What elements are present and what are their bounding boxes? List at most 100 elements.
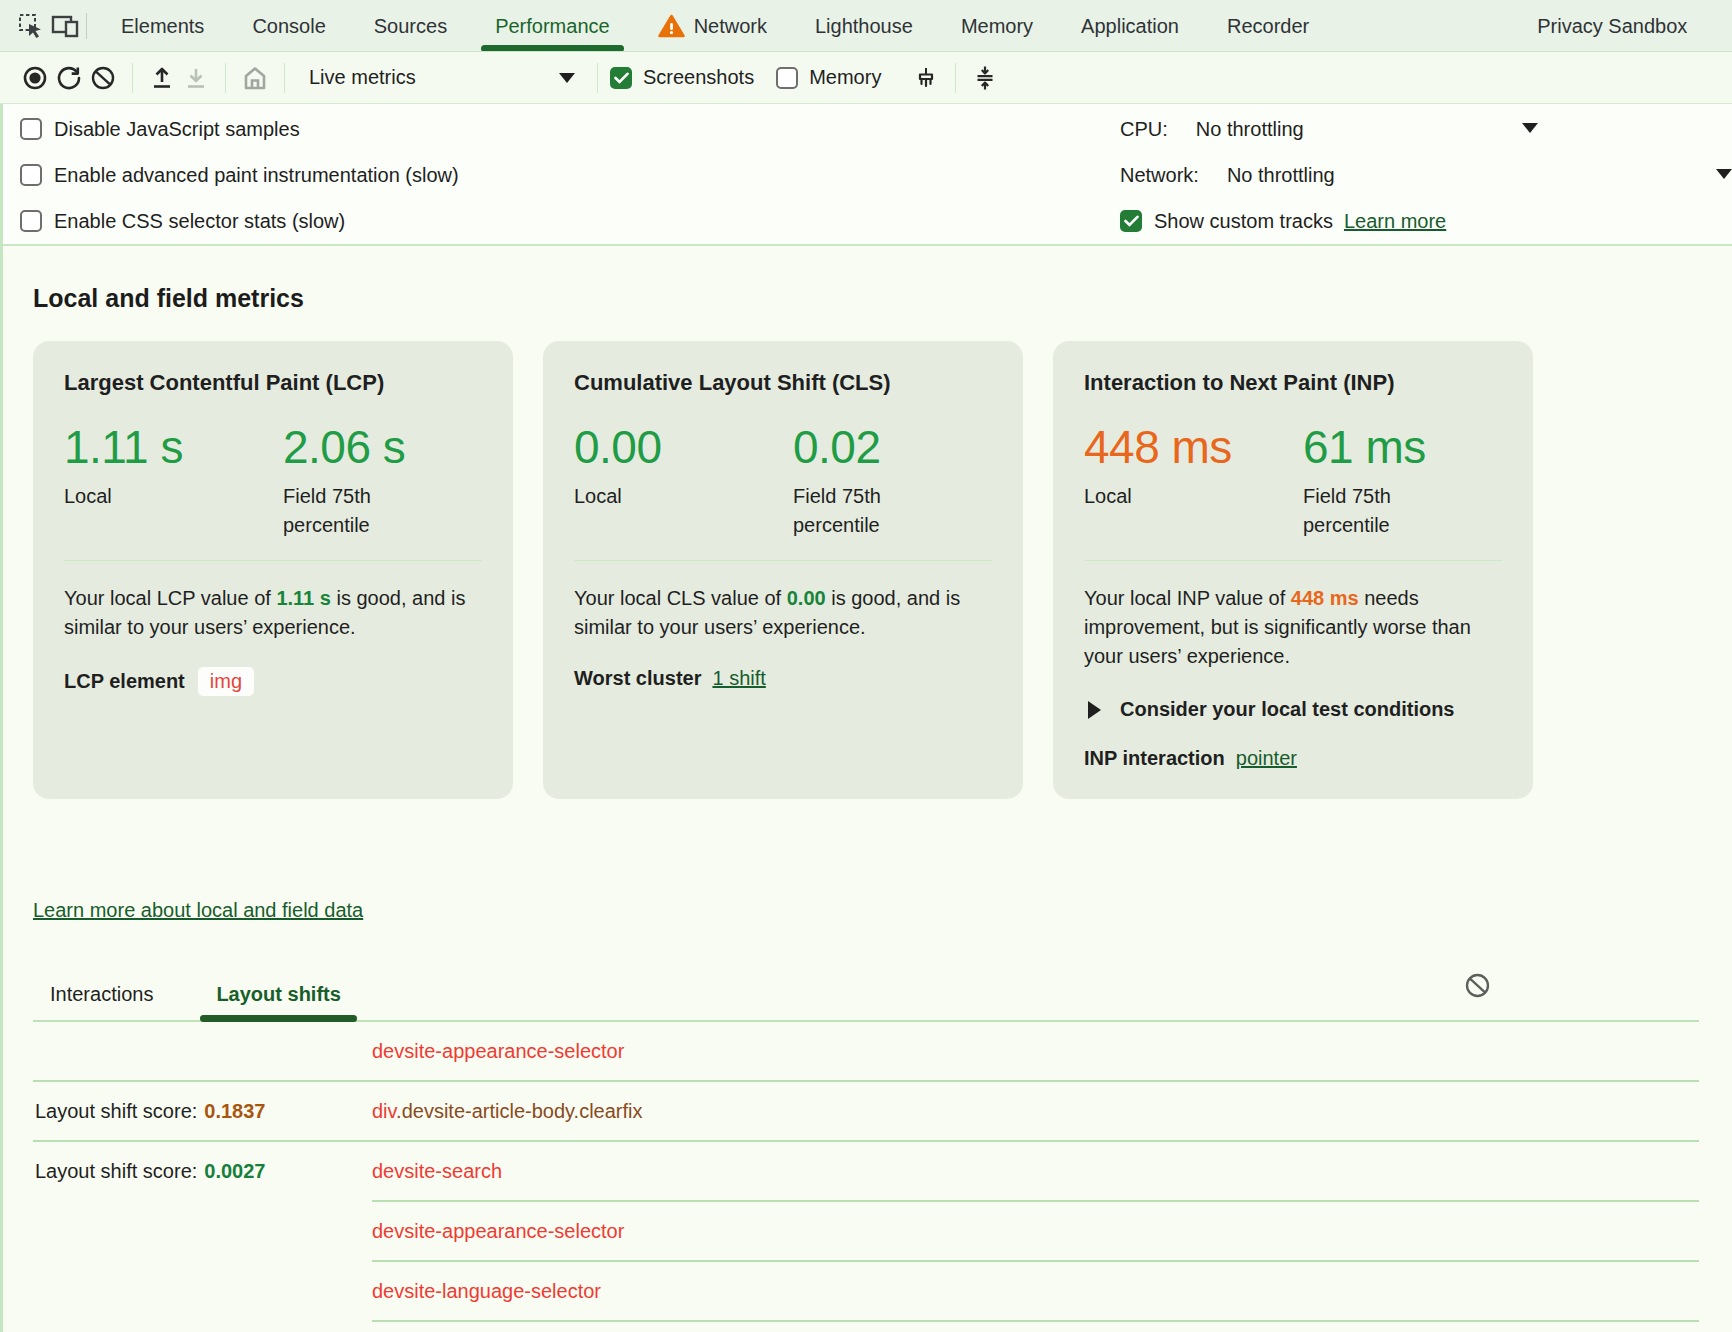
tab-label: Network [694,0,767,52]
score-label: Layout shift score: [35,1160,197,1182]
shifted-node-link[interactable]: devsite-language-selector [372,1280,601,1302]
shift-score-cell: Layout shift score:0.1837 [33,1100,372,1123]
inp-interaction-link[interactable]: pointer [1236,747,1297,770]
layout-shift-row[interactable]: devsite-language-selector [33,1262,1699,1320]
collapse-panel-icon[interactable] [968,61,1002,95]
record-icon[interactable] [18,61,52,95]
lcp-local-value: 1.11 s [64,421,283,473]
field-label: Field 75th percentile [793,482,928,540]
lcp-description: Your local LCP value of 1.11 s is good, … [64,584,482,642]
devtools-tabbar: Elements Console Sources Performance Net… [0,0,1732,52]
cpu-throttling-row: CPU: No throttling [1120,106,1732,152]
tab-lighthouse[interactable]: Lighthouse [791,0,937,52]
shift-tabs: Interactions Layout shifts [33,976,1699,1022]
local-label: Local [1084,482,1219,511]
shifted-node-classes[interactable]: .devsite-article-body.clearfix [396,1100,642,1122]
inp-local-value: 448 ms [1084,421,1303,473]
inp-card: Interaction to Next Paint (INP) 448 ms L… [1053,341,1533,799]
divider [64,560,482,561]
panel-mode-select[interactable]: Live metrics [297,58,585,98]
desc-value: 1.11 s [276,587,331,609]
desc-text: Your local INP value of [1084,587,1291,609]
shifted-node-link[interactable]: div [372,1100,396,1122]
layout-shift-row[interactable]: devsite-appearance-selector [33,1022,1699,1080]
disable-js-samples-checkbox[interactable] [20,118,42,140]
disable-js-samples-row[interactable]: Disable JavaScript samples [20,106,459,152]
tab-network[interactable]: Network [634,0,791,52]
tab-interactions[interactable]: Interactions [50,983,153,1020]
cpu-throttling-select[interactable]: No throttling [1196,118,1304,141]
learn-more-local-field-link[interactable]: Learn more about local and field data [33,899,363,922]
tab-label: Privacy Sandbox [1537,15,1687,37]
tab-elements[interactable]: Elements [97,0,228,52]
custom-tracks-row: Show custom tracks Learn more [1120,198,1732,244]
advanced-paint-label: Enable advanced paint instrumentation (s… [54,164,459,187]
warning-icon [658,14,685,38]
memory-checkbox[interactable] [776,67,798,89]
tab-application[interactable]: Application [1057,0,1203,52]
custom-tracks-checkbox[interactable] [1120,210,1142,232]
performance-toolbar: Live metrics Screenshots Memory [0,52,1732,104]
worst-cluster-link[interactable]: 1 shift [712,667,765,690]
tab-memory[interactable]: Memory [937,0,1057,52]
download-profile-icon[interactable] [179,61,213,95]
tab-performance[interactable]: Performance [471,0,634,52]
tab-sources[interactable]: Sources [350,0,471,52]
layout-shift-row[interactable]: Layout shift score:0.1837 div.devsite-ar… [33,1082,1699,1140]
divider [574,560,992,561]
tab-label: Memory [961,15,1033,37]
shifted-node-link[interactable]: devsite-appearance-selector [372,1040,624,1062]
tab-label: Layout shifts [216,983,340,1005]
tab-privacy-sandbox[interactable]: Privacy Sandbox [1513,0,1711,52]
clear-icon[interactable] [86,61,120,95]
separator [86,13,87,39]
tab-label: Sources [374,15,447,37]
upload-profile-icon[interactable] [145,61,179,95]
separator [597,63,598,93]
local-test-conditions-disclosure[interactable]: Consider your local test conditions [1084,698,1502,721]
layout-shift-row[interactable]: devsite-appearance-selector [33,1202,1699,1260]
home-icon[interactable] [238,61,272,95]
inspect-element-icon[interactable] [14,9,48,43]
reload-record-icon[interactable] [52,61,86,95]
css-selector-stats-row[interactable]: Enable CSS selector stats (slow) [20,198,459,244]
network-throttling-select[interactable]: No throttling [1227,164,1335,187]
tab-recorder[interactable]: Recorder [1203,0,1333,52]
advanced-paint-checkbox[interactable] [20,164,42,186]
layout-shift-row[interactable]: div.devsite-floating-action-buttons [33,1322,1699,1332]
desc-value: 448 ms [1291,587,1359,609]
local-label: Local [574,482,709,511]
css-selector-stats-checkbox[interactable] [20,210,42,232]
screenshots-checkbox[interactable] [610,67,632,89]
lcp-element-label: LCP element [64,670,185,693]
layout-shift-row[interactable]: Layout shift score: 0.0027 devsite-search [33,1142,1699,1200]
shifted-node-link[interactable]: devsite-search [372,1160,502,1182]
clear-log-icon[interactable] [1464,972,1491,1003]
tab-label: Application [1081,15,1179,37]
custom-tracks-label: Show custom tracks [1154,210,1333,233]
device-toolbar-icon[interactable] [48,9,82,43]
tab-layout-shifts[interactable]: Layout shifts [216,983,340,1020]
chevron-down-icon[interactable] [1522,123,1538,133]
memory-checkbox-item[interactable]: Memory [776,66,881,89]
custom-tracks-learn-more-link[interactable]: Learn more [1344,210,1446,233]
inp-field-value: 61 ms [1303,421,1438,473]
screenshots-checkbox-item[interactable]: Screenshots [610,66,754,89]
cls-card-title: Cumulative Layout Shift (CLS) [574,370,992,396]
advanced-paint-row[interactable]: Enable advanced paint instrumentation (s… [20,152,459,198]
desc-value: 0.00 [787,587,826,609]
inp-card-title: Interaction to Next Paint (INP) [1084,370,1502,396]
score-value: 0.0027 [204,1160,265,1182]
inp-description: Your local INP value of 448 ms needs imp… [1084,584,1502,671]
score-label: Layout shift score: [35,1100,197,1122]
lcp-element-chip[interactable]: img [198,667,254,696]
chevron-down-icon[interactable] [1716,169,1732,179]
interactions-shifts-section: Interactions Layout shifts devsite-appea… [33,976,1699,1332]
desc-text: Your local CLS value of [574,587,787,609]
shift-score-cell: Layout shift score: 0.0027 [33,1160,372,1183]
tab-console[interactable]: Console [228,0,349,52]
gc-brush-icon[interactable] [909,61,943,95]
field-label: Field 75th percentile [283,482,418,540]
shifted-node-link[interactable]: devsite-appearance-selector [372,1220,624,1242]
desc-text: Your local LCP value of [64,587,276,609]
